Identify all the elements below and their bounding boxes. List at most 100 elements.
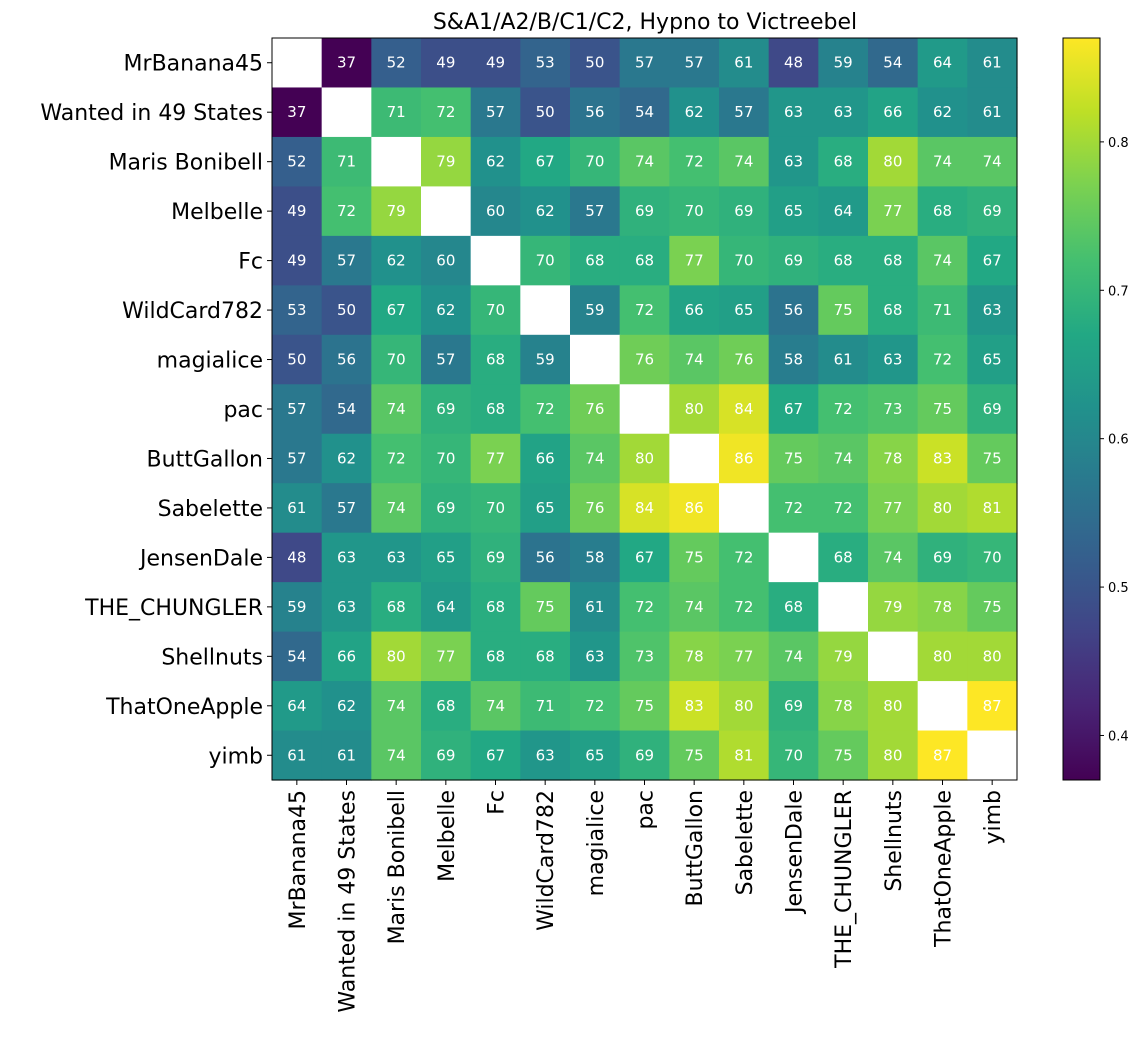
heatmap-cell <box>868 186 919 237</box>
heatmap-cell <box>768 38 819 89</box>
cell-value-label: 69 <box>933 548 952 566</box>
colorbar-tick-label: 0.5 <box>1108 581 1129 596</box>
cell-value-label: 61 <box>337 746 356 764</box>
cell-value-label: 57 <box>337 252 356 270</box>
cell-value-label: 49 <box>287 252 306 270</box>
cell-value-label: 69 <box>784 697 803 715</box>
cell-value-label: 74 <box>635 153 654 171</box>
heatmap-cell <box>421 433 472 484</box>
heatmap-cell <box>321 582 372 633</box>
heatmap-cell <box>719 334 770 385</box>
heatmap-cell <box>868 87 919 138</box>
heatmap-cell <box>371 334 422 385</box>
heatmap-cell <box>321 483 372 534</box>
heatmap-cell <box>470 38 521 89</box>
heatmap-cell <box>321 235 372 286</box>
cell-value-label: 59 <box>287 598 306 616</box>
cell-value-label: 65 <box>983 351 1002 369</box>
cell-value-label: 54 <box>287 647 306 665</box>
cell-value-label: 62 <box>337 697 356 715</box>
heatmap-cell <box>917 87 968 138</box>
heatmap-cell <box>669 582 720 633</box>
heatmap-cell <box>371 38 422 89</box>
cell-value-label: 68 <box>486 351 505 369</box>
heatmap-cell <box>421 582 472 633</box>
heatmap-cell <box>669 483 720 534</box>
heatmap-cell <box>421 483 472 534</box>
cell-value-label: 79 <box>436 153 455 171</box>
heatmap-cell <box>818 334 869 385</box>
heatmap-cell <box>520 87 571 138</box>
y-tick-label: magialice <box>157 349 263 374</box>
cell-value-label: 48 <box>287 548 306 566</box>
cell-value-label: 60 <box>486 202 505 220</box>
cell-value-label: 57 <box>436 351 455 369</box>
cell-value-label: 56 <box>337 351 356 369</box>
heatmap-cell <box>371 87 422 138</box>
y-tick-label: Fc <box>238 250 263 275</box>
cell-value-label: 62 <box>337 449 356 467</box>
cell-value-label: 77 <box>734 647 753 665</box>
cell-value-label: 74 <box>685 351 704 369</box>
heatmap-cell <box>868 285 919 336</box>
heatmap-cell <box>719 730 770 781</box>
cell-value-label: 74 <box>784 647 803 665</box>
cell-value-label: 57 <box>287 400 306 418</box>
cell-value-label: 80 <box>933 499 952 517</box>
heatmap-cell <box>719 681 770 732</box>
cell-value-label: 56 <box>536 548 555 566</box>
heatmap-cell <box>768 681 819 732</box>
cell-value-label: 62 <box>486 153 505 171</box>
x-tick-label: ButtGallon <box>683 790 708 906</box>
cell-value-label: 80 <box>734 697 753 715</box>
heatmap-cell <box>321 433 372 484</box>
heatmap-cell <box>470 186 521 237</box>
cell-value-label: 77 <box>436 647 455 665</box>
heatmap-cell-empty <box>272 38 323 89</box>
cell-value-label: 64 <box>436 598 455 616</box>
heatmap-cell <box>520 582 571 633</box>
heatmap-cell <box>719 235 770 286</box>
heatmap-cell <box>818 631 869 682</box>
heatmap-cell <box>619 38 670 89</box>
y-axis: MrBanana45 Wanted in 49 States Maris Bonib… <box>40 52 272 769</box>
heatmap-cell <box>421 730 472 781</box>
x-tick-label: MrBanana45 <box>286 790 311 929</box>
cell-value-label: 74 <box>387 499 406 517</box>
cell-value-label: 62 <box>436 301 455 319</box>
cell-value-label: 80 <box>933 647 952 665</box>
cell-value-label: 63 <box>337 548 356 566</box>
cell-value-label: 48 <box>784 54 803 72</box>
cell-value-label: 59 <box>585 301 604 319</box>
cell-value-label: 50 <box>337 301 356 319</box>
cell-value-labels: 37 52 49 49 53 50 57 57 61 48 59 54 64 61 37 71 72 57 50 56… <box>287 54 1001 765</box>
heatmap-cell <box>619 582 670 633</box>
cell-value-label: 68 <box>834 548 853 566</box>
heatmap-cell <box>570 186 621 237</box>
heatmap-cell <box>570 136 621 187</box>
cell-value-label: 37 <box>337 54 356 72</box>
cell-value-label: 81 <box>983 499 1002 517</box>
cell-value-label: 72 <box>734 598 753 616</box>
cell-value-label: 74 <box>933 153 952 171</box>
heatmap-cell <box>768 285 819 336</box>
colorbar-gradient <box>1062 37 1101 781</box>
heatmap-cell <box>470 136 521 187</box>
heatmap-cell-empty <box>321 87 372 138</box>
x-tick-label: THE_CHUNGLER <box>832 790 857 969</box>
heatmap-cell-empty <box>917 681 968 732</box>
cell-value-label: 66 <box>337 647 356 665</box>
heatmap-cell <box>917 186 968 237</box>
heatmap-cell <box>321 334 372 385</box>
cell-value-label: 53 <box>287 301 306 319</box>
heatmap-cell <box>917 384 968 435</box>
heatmap-cell <box>868 483 919 534</box>
heatmap-cell <box>768 631 819 682</box>
cell-value-label: 72 <box>436 103 455 121</box>
heatmap-cell <box>917 730 968 781</box>
heatmap-cell <box>272 87 323 138</box>
cell-value-label: 68 <box>784 598 803 616</box>
heatmap-cell <box>917 285 968 336</box>
heatmap-cell <box>768 433 819 484</box>
cell-value-label: 67 <box>784 400 803 418</box>
